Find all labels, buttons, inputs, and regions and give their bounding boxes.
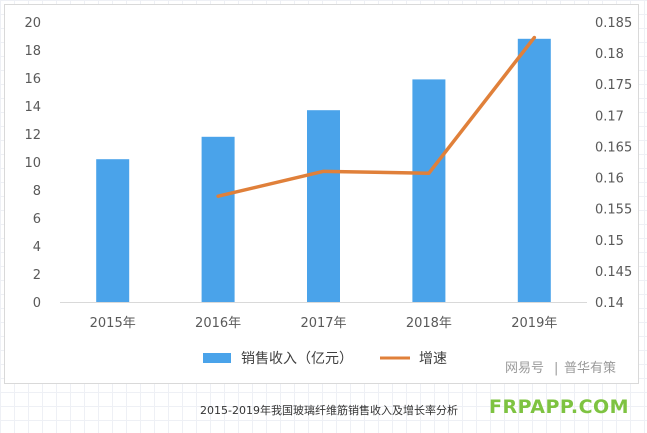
- y-right-tick-6: 0.17: [595, 109, 624, 124]
- y-right-tick-7: 0.175: [595, 78, 632, 93]
- growth-point-0: [216, 194, 220, 198]
- y-right-tick-5: 0.165: [595, 140, 632, 155]
- y-left-tick-8: 16: [24, 72, 41, 87]
- x-tick-4: 2019年: [511, 316, 557, 331]
- y-left-tick-6: 12: [24, 128, 41, 143]
- y-left-tick-4: 8: [33, 184, 41, 199]
- y-right-tick-2: 0.15: [595, 234, 624, 249]
- chart-svg: 0 2 4 6 8 10 12 14 16 18 20 0.14 0.145 0.15 0.155 0.16…: [24, 16, 632, 376]
- y-right-tick-4: 0.16: [595, 172, 624, 187]
- y-right-tick-3: 0.155: [595, 203, 632, 218]
- y-right-tick-8: 0.18: [595, 47, 624, 62]
- y-right-tick-0: 0.14: [595, 296, 624, 311]
- y-left-tick-7: 14: [24, 100, 41, 115]
- legend-bar-swatch: [203, 353, 231, 363]
- growth-point-1: [322, 169, 325, 173]
- watermark-brand: 网易号: [505, 361, 544, 376]
- watermark: 网易号 | 普华有策: [505, 360, 616, 376]
- x-axis: 2015年 2016年 2017年 2018年 2019年: [60, 302, 587, 331]
- chart-frame: 0 2 4 6 8 10 12 14 16 18 20 0.14 0.145 0.15 0.155 0.16…: [4, 4, 639, 384]
- bar-3: [412, 79, 446, 303]
- bar-4: [517, 38, 551, 303]
- bar-1: [201, 136, 235, 302]
- x-tick-3: 2018年: [406, 316, 452, 331]
- growth-point-2: [427, 171, 431, 175]
- y-left-tick-1: 2: [33, 268, 41, 283]
- y-right-tick-1: 0.145: [595, 265, 632, 280]
- x-tick-0: 2015年: [90, 316, 136, 331]
- plot-layer: [96, 35, 551, 303]
- x-tick-1: 2016年: [195, 316, 241, 331]
- y-left-tick-5: 10: [24, 156, 41, 171]
- growth-point-3: [532, 36, 536, 40]
- y-left-tick-10: 20: [24, 16, 41, 31]
- legend-line-label: 增速: [419, 351, 447, 367]
- watermark-separator: |: [554, 361, 558, 376]
- y-left-tick-0: 0: [33, 296, 41, 311]
- bar-0: [96, 159, 130, 302]
- growth-line: [216, 35, 537, 198]
- y-right-tick-9: 0.185: [595, 16, 632, 31]
- left-axis: 0 2 4 6 8 10 12 14 16 18 20: [24, 16, 41, 311]
- right-axis: 0.14 0.145 0.15 0.155 0.16 0.165 0.17 0.175 0.18…: [595, 16, 632, 311]
- legend-bar-label: 销售收入（亿元）: [241, 351, 353, 367]
- y-left-tick-9: 18: [24, 44, 41, 59]
- y-left-tick-2: 4: [33, 240, 41, 255]
- bar-2: [307, 110, 340, 302]
- watermark-account: 普华有策: [564, 360, 616, 376]
- site-logo: FRPAPP.COM: [489, 396, 630, 418]
- y-left-tick-3: 6: [33, 212, 41, 227]
- x-tick-2: 2017年: [300, 316, 346, 331]
- chart-caption: 2015-2019年我国玻璃纤维筋销售收入及增长率分析: [200, 404, 458, 417]
- legend: 销售收入（亿元） 增速: [203, 351, 447, 367]
